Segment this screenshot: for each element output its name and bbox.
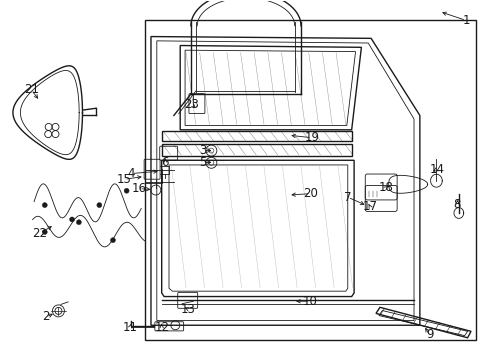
Text: 2: 2 xyxy=(42,310,50,324)
Text: 13: 13 xyxy=(181,303,196,316)
Text: 4: 4 xyxy=(127,167,135,180)
Circle shape xyxy=(42,230,47,234)
Text: 14: 14 xyxy=(428,163,444,176)
Text: 8: 8 xyxy=(453,198,460,211)
Text: 12: 12 xyxy=(154,321,169,334)
Text: 1: 1 xyxy=(462,14,469,27)
Circle shape xyxy=(42,203,47,208)
Text: 5: 5 xyxy=(199,156,206,169)
Text: 22: 22 xyxy=(32,226,47,239)
Text: 18: 18 xyxy=(378,181,392,194)
Circle shape xyxy=(97,203,102,208)
Text: 15: 15 xyxy=(117,173,131,186)
Text: 23: 23 xyxy=(184,98,199,111)
Text: 19: 19 xyxy=(304,131,319,144)
Text: 20: 20 xyxy=(303,187,318,200)
Circle shape xyxy=(69,217,74,222)
Text: 11: 11 xyxy=(122,321,137,334)
Text: 17: 17 xyxy=(362,201,377,213)
Circle shape xyxy=(76,220,81,225)
Circle shape xyxy=(124,188,129,193)
Text: 21: 21 xyxy=(23,83,39,96)
Text: 16: 16 xyxy=(131,182,146,195)
Circle shape xyxy=(110,238,115,243)
Text: 7: 7 xyxy=(344,191,351,204)
Text: 3: 3 xyxy=(199,144,206,157)
Text: 6: 6 xyxy=(161,156,168,169)
Text: 10: 10 xyxy=(302,295,317,308)
Text: 9: 9 xyxy=(425,328,432,341)
